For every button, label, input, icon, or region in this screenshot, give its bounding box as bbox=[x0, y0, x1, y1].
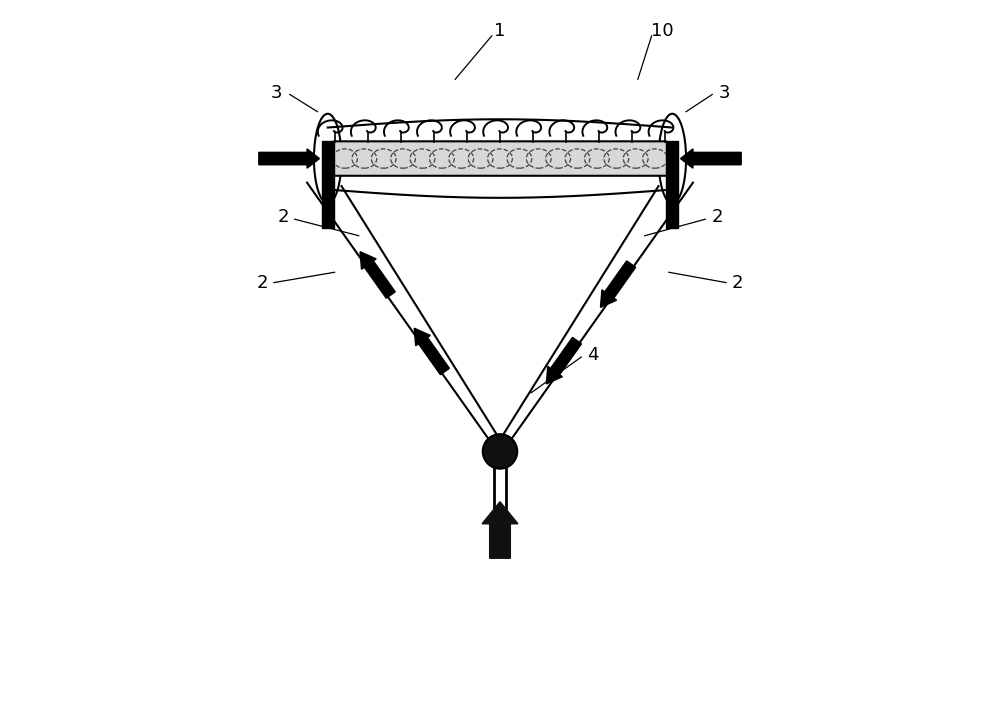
Text: 10: 10 bbox=[651, 22, 673, 40]
Bar bbox=[322, 176, 334, 228]
Text: 3: 3 bbox=[718, 84, 730, 102]
Bar bbox=[322, 141, 334, 176]
FancyArrow shape bbox=[414, 328, 449, 375]
Text: 4: 4 bbox=[587, 346, 599, 364]
Text: 2: 2 bbox=[257, 273, 268, 292]
FancyArrow shape bbox=[681, 149, 741, 168]
Bar bbox=[666, 176, 678, 228]
Text: 2: 2 bbox=[277, 208, 289, 226]
FancyArrow shape bbox=[259, 149, 319, 168]
FancyArrow shape bbox=[600, 261, 636, 307]
Bar bbox=[666, 141, 678, 176]
FancyArrow shape bbox=[360, 252, 395, 298]
FancyArrow shape bbox=[482, 502, 518, 558]
Text: 1: 1 bbox=[494, 22, 506, 40]
FancyArrow shape bbox=[546, 337, 581, 384]
FancyBboxPatch shape bbox=[333, 141, 667, 176]
Text: 2: 2 bbox=[732, 273, 743, 292]
Circle shape bbox=[483, 434, 517, 469]
Text: 3: 3 bbox=[270, 84, 282, 102]
Text: 2: 2 bbox=[711, 208, 723, 226]
